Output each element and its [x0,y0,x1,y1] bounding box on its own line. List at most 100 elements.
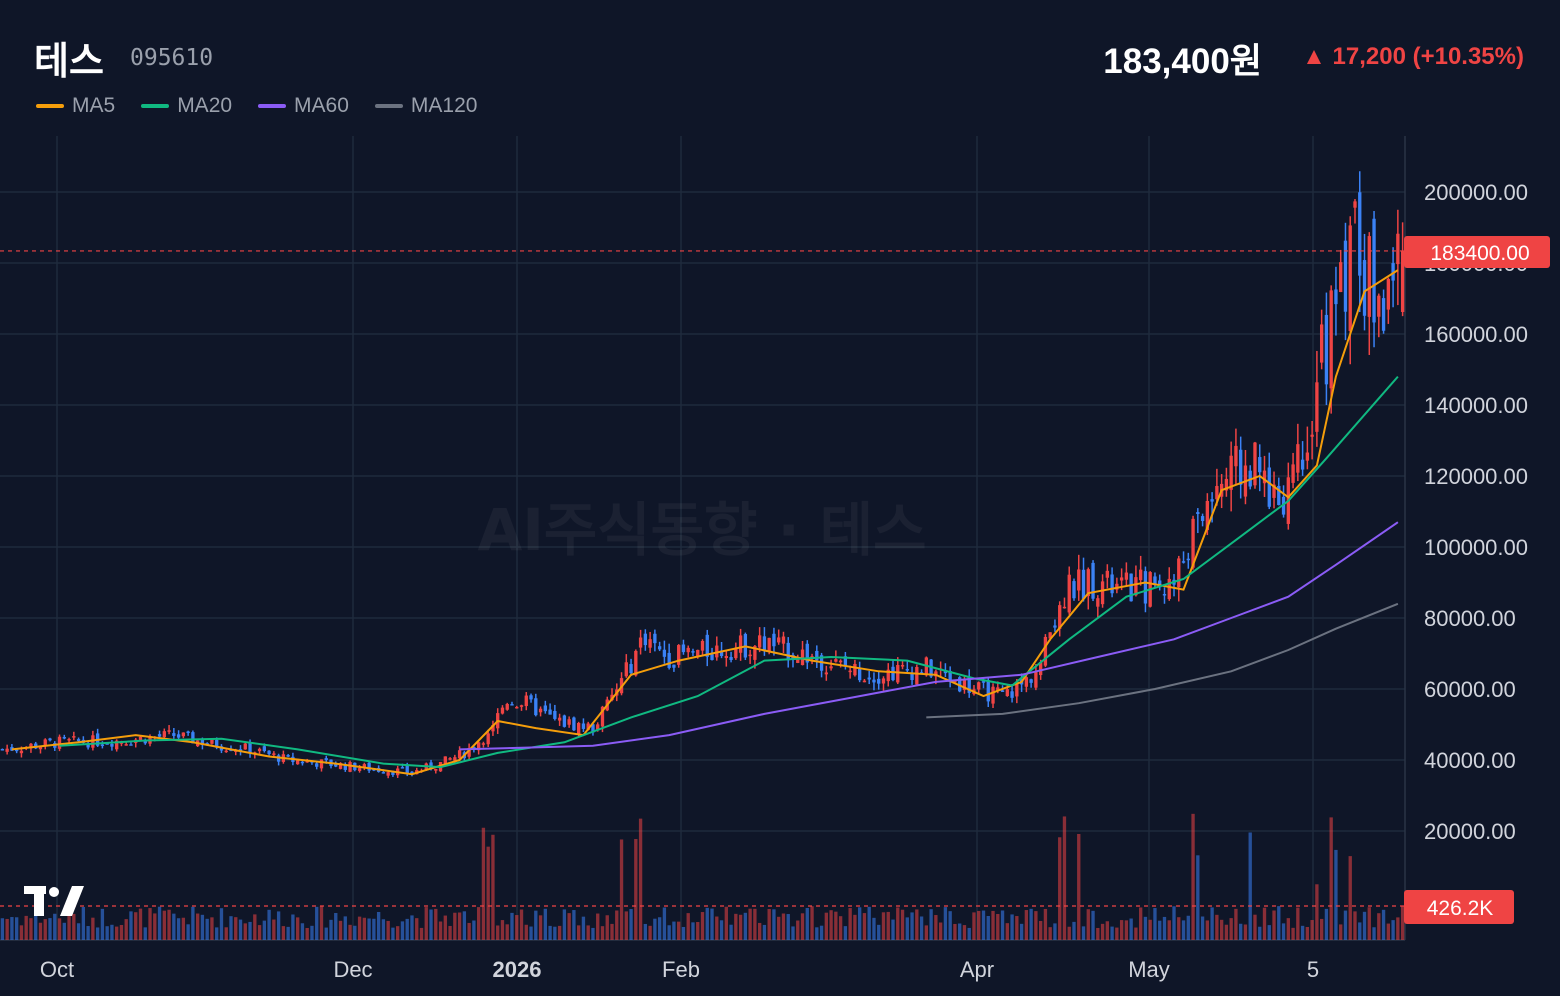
volume-bar [72,913,76,940]
candle-body [886,669,890,682]
volume-bar [10,917,14,940]
candle-body [553,711,557,719]
candle-body [1372,218,1376,323]
volume-bar [996,913,1000,940]
volume-bar [286,926,290,940]
candle-body [577,723,581,734]
volume-bar [357,916,362,940]
y-tick-label: 80000.00 [1424,606,1516,631]
legend-ma120[interactable]: MA120 [374,94,477,118]
volume-bar [1310,920,1314,940]
volume-bar [967,927,971,940]
candle-body [1053,625,1057,628]
volume-bar [662,907,667,940]
candle-body [543,705,547,712]
volume-bar [791,926,795,940]
candle-body [734,647,738,659]
volume-bar [119,924,124,940]
candle-body [1277,485,1281,506]
legend-ma5[interactable]: MA5 [36,94,115,118]
x-tick-label: Feb [662,957,700,982]
volume-tag-label: 426.2K [1427,897,1494,920]
volume-bar [819,925,824,940]
volume-bar [915,909,919,940]
candle-body [400,767,405,769]
volume-bar [1386,923,1390,940]
candle-body [1239,449,1243,485]
volume-bar [138,908,143,940]
candle-body [572,717,576,731]
candle-body [362,764,367,768]
volume-bar [1053,923,1057,940]
candle-body [681,644,686,653]
volume-bar [762,924,767,940]
candle-body [467,747,471,757]
candle-body [1224,478,1229,491]
volume-bar [667,925,671,940]
volume-bar [1258,926,1262,940]
candle-body [296,760,300,765]
volume-bar [1372,927,1376,940]
candle-body [286,755,290,757]
volume-bar [315,906,319,940]
volume-bar [891,919,895,940]
volume-bar [848,908,852,940]
volume-bar [515,915,519,940]
candle-body [896,665,900,683]
candle-body [1329,290,1333,389]
volume-bar [1381,909,1386,940]
candle-body [958,677,962,692]
candle-body [510,704,514,706]
candle-body [505,703,509,710]
volume-bar [29,918,33,940]
volume-bar [510,912,514,940]
volume-bar [1196,855,1200,940]
x-tick-label: 2026 [493,957,542,982]
volume-bar [319,906,324,940]
candle-body [1043,636,1048,666]
volume-bar [195,913,200,940]
volume-bar [443,915,447,940]
volume-bar [148,908,152,940]
volume-bar [1019,923,1024,940]
volume-bar [1062,816,1067,940]
current-price: 183,400원 [1103,42,1262,81]
candle-body [867,677,871,680]
volume-bar [596,913,600,940]
candle-body [315,763,319,767]
volume-bar [1248,832,1252,940]
volume-bar [1353,911,1357,940]
volume-bar [362,917,367,940]
candle-body [1067,574,1071,613]
volume-bar [948,911,952,940]
volume-bar [896,907,900,940]
volume-bar [572,910,576,940]
volume-bar [219,908,224,940]
volume-bar [1277,906,1281,940]
candle-body [538,708,543,713]
candle-body [434,768,438,771]
candle-body [1134,577,1138,596]
candle-body [653,633,657,644]
volume-bar [205,918,209,940]
volume-bar [262,920,266,940]
volume-bar [657,917,662,940]
price-tag-label: 183400.00 [1430,242,1529,265]
candle-body [1234,445,1238,467]
volume-bar [753,908,757,940]
candle-body [76,739,81,742]
volume-bar [210,917,214,940]
candle-body [948,671,952,682]
candle-body [1272,484,1276,498]
candle-body [881,678,886,684]
candle-body [129,744,133,746]
volume-bar [376,911,381,940]
candle-body [796,659,800,663]
legend-ma60[interactable]: MA60 [258,94,349,118]
candle-body [1139,569,1143,581]
legend-ma20[interactable]: MA20 [141,94,232,118]
stock-name: 테스 [34,39,104,83]
legend-ma20-label: MA20 [177,94,233,117]
volume-bar [972,912,976,940]
